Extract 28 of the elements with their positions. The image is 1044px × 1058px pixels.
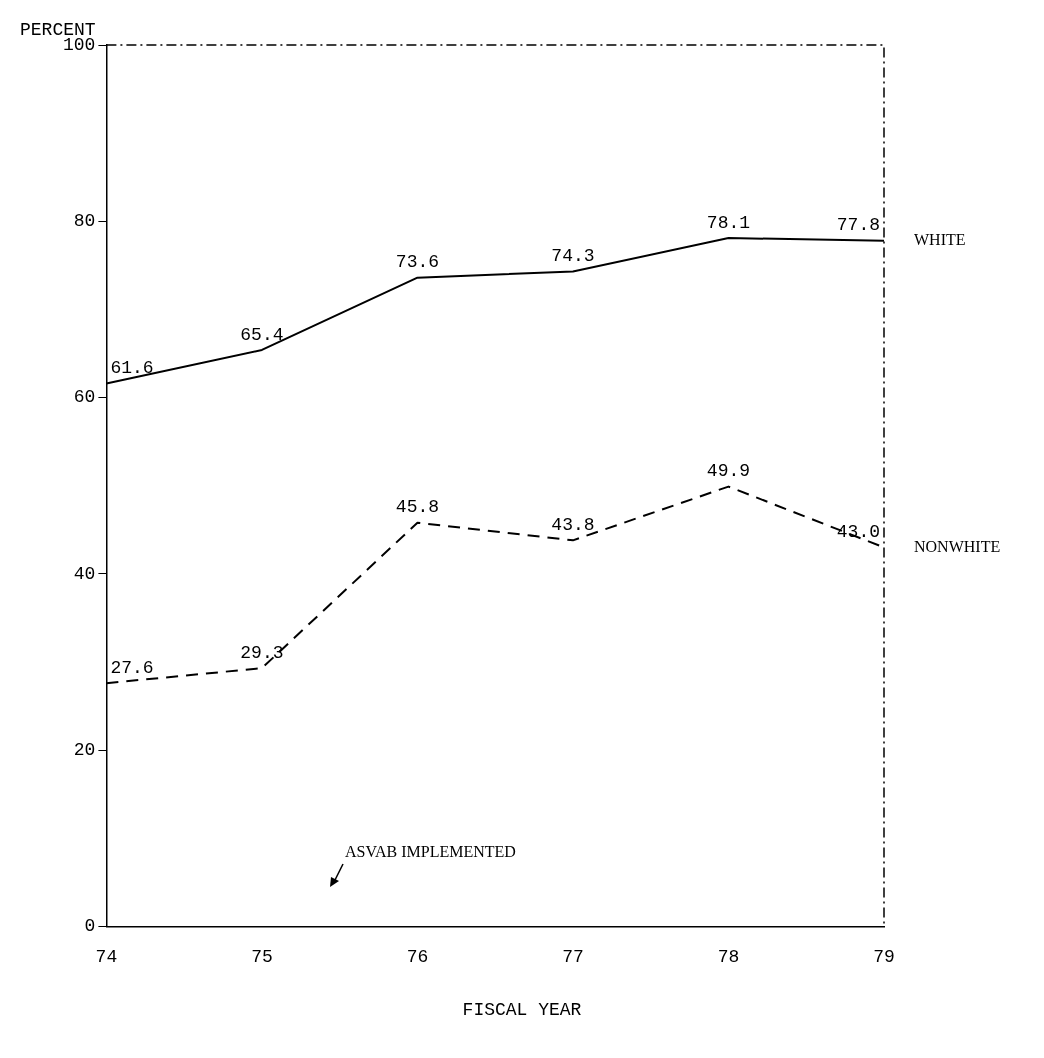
x-tick-label: 79 (873, 946, 895, 967)
x-axis-title: FISCAL YEAR (461, 1000, 583, 1020)
x-tick-label: 74 (95, 946, 118, 967)
annotation: ASVAB IMPLEMENTED (345, 843, 516, 861)
x-tick-label: 78 (717, 946, 740, 967)
x-tick-label: 76 (406, 946, 429, 967)
y-tick-label: 0 (84, 916, 96, 937)
y-tick-label: 40 (73, 563, 96, 584)
data-label: 49.9 (706, 461, 751, 482)
data-label: 77.8 (836, 215, 880, 236)
y-tick-label: 100 (63, 34, 96, 55)
y-tick-label: 20 (73, 739, 96, 760)
data-label: 74.3 (551, 246, 595, 267)
data-label: 43.8 (551, 515, 595, 536)
data-label: 78.1 (706, 212, 751, 233)
data-label: 43.0 (836, 522, 880, 543)
x-tick-label: 77 (562, 946, 584, 967)
y-tick-label: 80 (73, 211, 96, 232)
data-label: 61.6 (110, 358, 154, 379)
data-label: 27.6 (110, 657, 154, 678)
data-label: 45.8 (395, 497, 440, 518)
data-label: 29.3 (240, 642, 284, 663)
data-label: 73.6 (395, 252, 440, 273)
series-label: NONWHITE (914, 537, 1001, 555)
data-label: 65.4 (240, 324, 284, 345)
series-label: WHITE (914, 230, 966, 248)
y-tick-label: 60 (73, 387, 96, 408)
x-tick-label: 75 (251, 946, 273, 967)
